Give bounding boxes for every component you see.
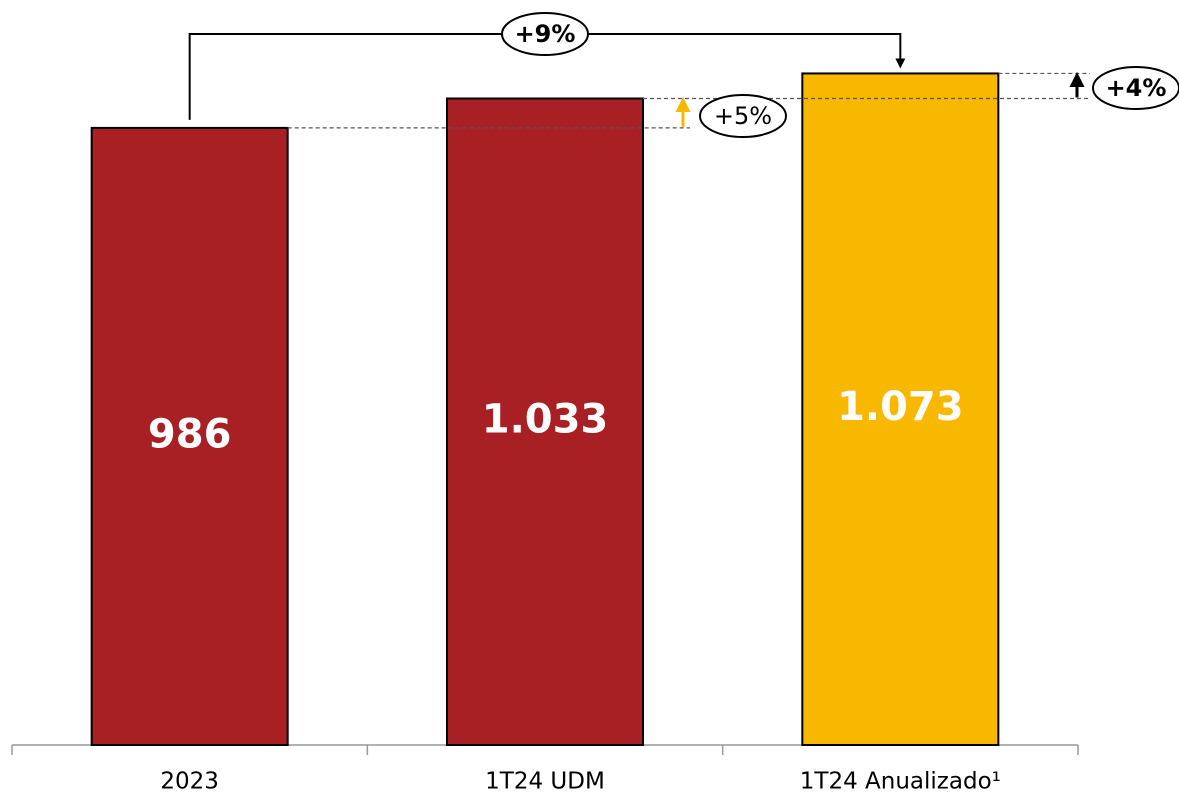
value-label: 986: [148, 411, 232, 457]
bar: [446, 97, 644, 746]
value-label: 1.073: [837, 384, 964, 430]
annotation: +9%: [515, 20, 576, 48]
x-tick-label: 1T24 Anualizado¹: [800, 769, 1001, 795]
annotation: +5%: [714, 102, 772, 130]
x-tick-label: 2023: [160, 769, 219, 795]
bar: [801, 72, 1000, 746]
annotation-bubble: [699, 94, 787, 138]
x-tick-label: 1T24 UDM: [485, 769, 605, 795]
annotation-bubble: [1092, 66, 1179, 110]
annotation-bubble: [501, 12, 589, 56]
annotation: +4%: [1106, 74, 1167, 102]
bar: [90, 126, 289, 746]
value-label: 1.033: [482, 397, 609, 443]
